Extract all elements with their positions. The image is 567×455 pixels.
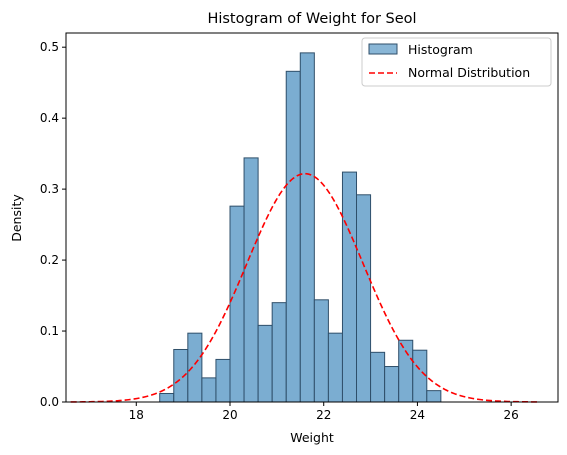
y-tick-label: 0.1 [40, 324, 59, 338]
x-tick-label: 26 [504, 408, 519, 422]
x-axis-label: Weight [290, 430, 334, 445]
legend-frame [361, 37, 552, 87]
histogram-bar [370, 351, 386, 403]
legend-histogram-swatch [368, 43, 398, 55]
histogram-bar [243, 157, 259, 403]
x-tick-label: 24 [410, 408, 425, 422]
histogram-bar [426, 390, 442, 403]
histogram-bar [257, 324, 273, 403]
histogram-bar [215, 358, 231, 403]
histogram-bar [173, 348, 189, 403]
histogram-bar [159, 392, 175, 403]
y-axis-label: Density [9, 194, 24, 242]
legend: Histogram Normal Distribution [361, 37, 552, 87]
plot-frame [65, 32, 559, 403]
chart-title: Histogram of Weight for Seol [207, 11, 416, 27]
legend-histogram-label: Histogram [408, 42, 473, 57]
legend-normal-label: Normal Distribution [408, 65, 530, 80]
histogram-bar [356, 194, 372, 403]
x-axis-ticks: 18 20 22 24 26 [129, 402, 519, 422]
y-tick-label: 0.5 [40, 40, 59, 54]
histogram-bars [159, 52, 442, 403]
histogram-bar [313, 299, 329, 403]
y-axis-ticks: 0.0 0.1 0.2 0.3 0.4 0.5 [40, 40, 66, 409]
histogram-bar [187, 332, 203, 403]
histogram-bar [384, 366, 400, 403]
histogram-bar [271, 302, 287, 403]
histogram-bar [299, 52, 315, 403]
normal-distribution-curve [70, 172, 540, 403]
histogram-bar [285, 70, 301, 403]
x-tick-label: 20 [222, 408, 237, 422]
histogram-bar [341, 171, 358, 403]
histogram-bar [201, 377, 217, 403]
y-tick-label: 0.4 [40, 111, 59, 125]
x-tick-label: 18 [129, 408, 144, 422]
normal-curve-layer [70, 172, 540, 403]
histogram-bar [229, 205, 245, 403]
histogram-bar [327, 332, 343, 403]
y-tick-label: 0.3 [40, 182, 59, 196]
x-tick-label: 22 [316, 408, 331, 422]
histogram-bar [412, 349, 428, 403]
y-tick-label: 0.2 [40, 253, 59, 267]
y-tick-label: 0.0 [40, 395, 59, 409]
histogram-bar [398, 339, 414, 403]
